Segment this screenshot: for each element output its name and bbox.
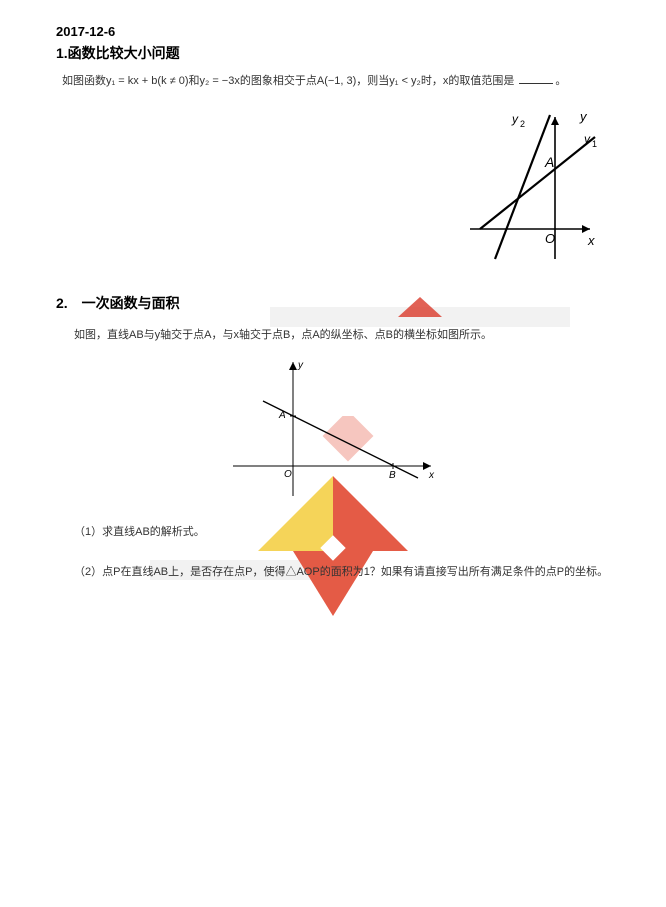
sub-question-1: （1）求直线AB的解析式。: [74, 524, 610, 542]
svg-text:x: x: [428, 470, 435, 481]
svg-text:1: 1: [592, 139, 597, 149]
text: 时，: [421, 75, 443, 87]
date-heading: 2017-12-6: [56, 24, 610, 39]
svg-text:O: O: [284, 469, 292, 480]
period: 。: [555, 75, 566, 87]
text: 如图函数: [62, 75, 106, 87]
svg-text:y: y: [583, 132, 591, 146]
figure-1-container: A y y2 y1 O x: [56, 109, 610, 269]
page-content: 2017-12-6 1.函数比较大小问题 如图函数y₁ = kx + b(k ≠…: [0, 0, 666, 581]
text: ，则当: [356, 75, 389, 87]
sub-question-2: （2）点P在直线AB上，是否存在点P，使得△AOP的面积为1？如果有请直接写出所…: [74, 564, 610, 582]
svg-text:x: x: [587, 233, 595, 248]
problem-1-text: 如图函数y₁ = kx + b(k ≠ 0)和y₂ = −3x的图象相交于点A(…: [62, 73, 610, 91]
formula: y₁ = kx + b(k ≠ 0): [106, 75, 189, 87]
svg-text:O: O: [545, 231, 555, 246]
section-1-heading: 1.函数比较大小问题: [56, 43, 610, 63]
svg-text:y: y: [511, 112, 519, 126]
text: 和: [189, 75, 200, 87]
text: 的图象相交于点: [240, 75, 317, 87]
svg-text:2: 2: [520, 119, 525, 129]
svg-text:A: A: [278, 410, 286, 421]
figure-2-graph: y x O A B: [223, 356, 443, 506]
point: A(−1, 3): [317, 75, 356, 87]
formula: y₂ = −3x: [200, 75, 240, 87]
fill-blank: [519, 74, 553, 84]
section-2-heading: 2. 一次函数与面积: [56, 293, 610, 313]
text: 的取值范围是: [448, 75, 514, 87]
svg-text:A: A: [544, 154, 554, 170]
svg-text:B: B: [389, 470, 396, 481]
figure-1-graph: A y y2 y1 O x: [450, 109, 600, 269]
svg-text:y: y: [297, 360, 304, 371]
problem-2-text: 如图，直线AB与y轴交于点A，与x轴交于点B，点A的纵坐标、点B的横坐标如图所示…: [74, 327, 610, 345]
figure-2-container: y x O A B: [56, 356, 610, 506]
svg-text:y: y: [579, 109, 588, 124]
inequality: y₁ < y₂: [389, 75, 421, 87]
